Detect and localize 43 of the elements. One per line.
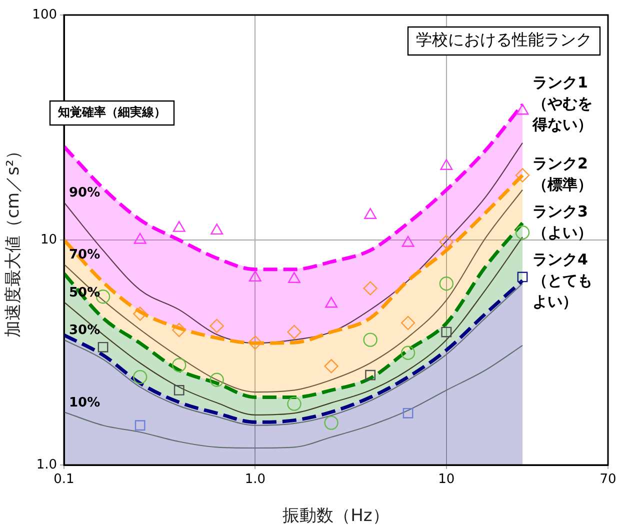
- point: [324, 359, 338, 374]
- point: [134, 232, 146, 244]
- point: [248, 270, 262, 282]
- point: [439, 234, 454, 250]
- series-label: ランク4（とてもよい）: [532, 250, 592, 311]
- point: [210, 224, 224, 235]
- point: [172, 220, 186, 232]
- series-label: 90%: [69, 186, 100, 201]
- point: [363, 281, 378, 296]
- series-label: 30%: [69, 323, 100, 338]
- point: [325, 296, 338, 308]
- y-tick-label: 100: [32, 7, 57, 22]
- series-label: ランク3（よい）: [532, 202, 592, 242]
- point: [363, 332, 378, 347]
- y-tick-label: 10: [40, 232, 57, 248]
- series-label: 70%: [69, 248, 100, 263]
- point: [132, 306, 148, 321]
- y-tick-label: 1.0: [36, 457, 57, 472]
- x-tick-label: 1.0: [244, 472, 266, 488]
- point: [324, 416, 338, 430]
- series-label: ランク1（やむを得ない）: [532, 73, 592, 134]
- point: [400, 316, 416, 330]
- x-tick-label: 0.1: [54, 472, 74, 488]
- point: [287, 396, 302, 411]
- x-tick-label: 70: [600, 472, 616, 488]
- series-label: 10%: [69, 395, 100, 410]
- point: [440, 159, 453, 170]
- y-axis-title: 加速度最大値（cm／s²）: [4, 142, 24, 338]
- point: [210, 318, 224, 334]
- x-axis-title: 振動数（Hz）: [282, 506, 390, 526]
- point: [288, 272, 300, 283]
- point: [364, 208, 377, 219]
- x-tick-label: 10: [438, 472, 455, 488]
- point: [402, 236, 414, 247]
- series-label: ランク2（標準）: [532, 154, 592, 194]
- point: [400, 346, 416, 360]
- point: [287, 324, 302, 340]
- legend-title: 知覚確率（細実線）: [57, 105, 166, 120]
- text: 学校における性能ランク: [416, 30, 592, 50]
- point: [248, 335, 262, 350]
- point: [439, 276, 454, 291]
- point: [172, 322, 186, 338]
- line-series: [64, 344, 524, 449]
